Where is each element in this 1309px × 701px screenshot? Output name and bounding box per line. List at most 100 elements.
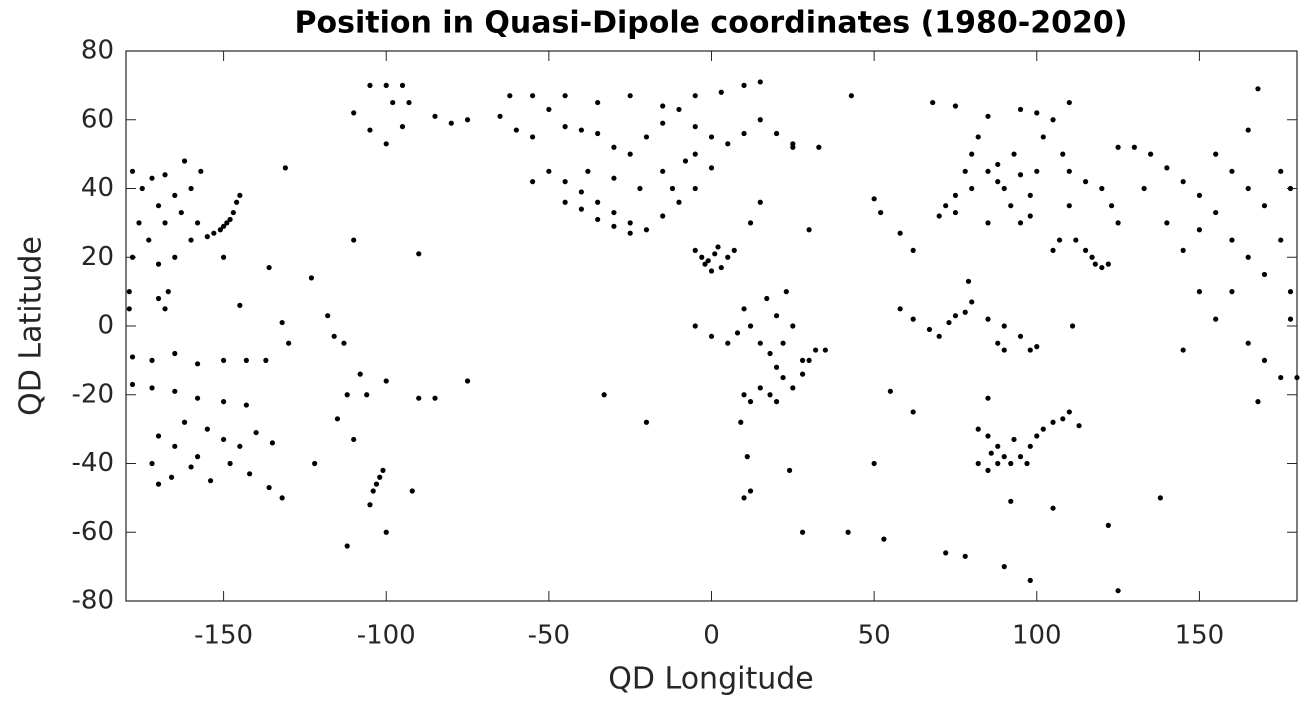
data-point xyxy=(773,130,780,137)
data-point xyxy=(146,237,152,243)
data-point xyxy=(181,419,188,425)
data-point xyxy=(962,553,968,559)
data-point xyxy=(995,460,1001,467)
data-point xyxy=(1261,203,1268,209)
data-point xyxy=(1017,220,1024,226)
data-point xyxy=(715,244,721,250)
data-point xyxy=(611,175,617,181)
data-point xyxy=(172,443,178,449)
data-point xyxy=(611,209,617,216)
data-point xyxy=(627,151,633,157)
data-point xyxy=(1164,165,1170,171)
data-point xyxy=(331,333,337,339)
data-point xyxy=(952,209,959,216)
data-point xyxy=(1034,344,1040,350)
data-point xyxy=(660,168,666,174)
data-point xyxy=(757,340,763,346)
data-point xyxy=(1034,168,1040,174)
data-point xyxy=(266,484,272,491)
data-point xyxy=(1082,179,1089,185)
data-point xyxy=(188,185,194,192)
data-point xyxy=(269,440,275,446)
data-point xyxy=(129,168,136,174)
data-point xyxy=(812,347,819,353)
data-point xyxy=(1066,168,1072,174)
data-point xyxy=(529,179,536,185)
data-point xyxy=(399,82,406,88)
data-point xyxy=(513,127,519,133)
data-point xyxy=(692,247,698,253)
data-point xyxy=(708,333,715,339)
data-point xyxy=(155,481,162,487)
data-point xyxy=(747,399,754,405)
data-point xyxy=(1027,213,1033,219)
data-point xyxy=(692,93,698,99)
data-point xyxy=(351,110,357,116)
data-point xyxy=(1089,254,1095,260)
data-point xyxy=(172,192,178,198)
data-point xyxy=(871,196,877,202)
data-point xyxy=(220,223,227,229)
data-point xyxy=(546,106,552,113)
data-point xyxy=(1196,289,1203,295)
data-point xyxy=(1196,192,1203,198)
data-point xyxy=(507,93,513,99)
data-point xyxy=(207,478,214,484)
data-point xyxy=(985,316,991,322)
data-point xyxy=(406,99,412,106)
data-point xyxy=(220,436,227,443)
data-point xyxy=(370,488,376,494)
data-point xyxy=(1099,264,1105,271)
data-point xyxy=(741,130,747,137)
data-point xyxy=(734,330,741,336)
data-point xyxy=(747,220,754,226)
data-point xyxy=(126,306,132,312)
data-point xyxy=(1017,172,1024,178)
data-point xyxy=(816,144,822,150)
data-point xyxy=(253,429,259,436)
data-point xyxy=(1008,498,1014,504)
data-point xyxy=(712,251,718,257)
data-point xyxy=(198,168,204,174)
data-point xyxy=(1278,237,1284,243)
data-point xyxy=(129,381,136,388)
data-point xyxy=(162,172,168,178)
data-point xyxy=(783,289,789,295)
data-point xyxy=(718,264,724,271)
data-point xyxy=(562,199,568,205)
data-point xyxy=(279,319,285,326)
data-point xyxy=(705,258,711,264)
data-point xyxy=(1261,357,1268,363)
data-point xyxy=(995,161,1001,168)
data-point xyxy=(1008,203,1014,209)
data-point xyxy=(1027,192,1033,198)
data-point xyxy=(1040,134,1046,140)
data-point xyxy=(364,392,370,398)
data-point xyxy=(383,378,389,384)
x-tick-label: 50 xyxy=(858,621,891,651)
y-tick-label: 80 xyxy=(81,36,114,66)
data-point xyxy=(611,144,617,150)
data-point xyxy=(325,313,331,319)
y-tick-label: 60 xyxy=(81,104,114,134)
data-point xyxy=(220,254,227,260)
x-tick-label: -50 xyxy=(528,621,570,651)
data-point xyxy=(1196,227,1203,233)
data-point xyxy=(1011,436,1017,443)
data-point xyxy=(194,220,201,226)
data-point xyxy=(237,192,243,198)
data-point xyxy=(263,357,269,363)
data-point xyxy=(211,230,217,236)
data-point xyxy=(172,254,178,260)
data-point xyxy=(627,230,633,236)
data-point xyxy=(1141,185,1147,192)
data-point xyxy=(129,354,136,360)
data-point xyxy=(172,350,178,357)
data-point xyxy=(822,347,828,353)
data-point xyxy=(149,357,155,363)
data-point xyxy=(725,141,731,147)
data-point xyxy=(1180,347,1186,353)
data-point xyxy=(1213,316,1219,322)
data-point xyxy=(432,395,438,401)
data-point xyxy=(692,124,698,130)
